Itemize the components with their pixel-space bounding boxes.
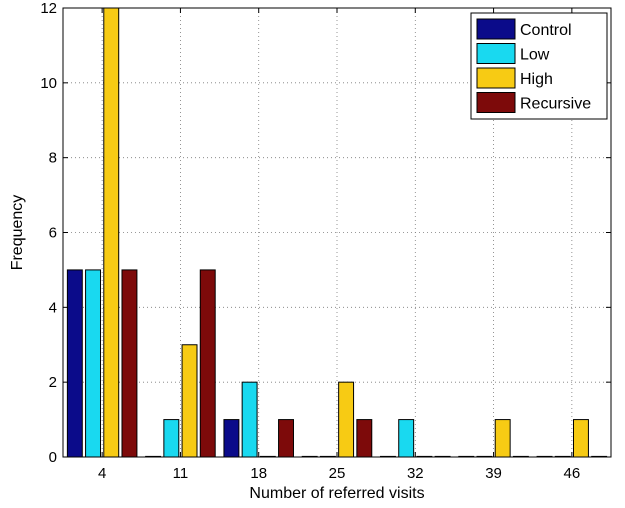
bar-high-39 bbox=[494, 419, 511, 458]
legend-swatch-low bbox=[476, 43, 516, 64]
y-axis-label: Frequency bbox=[9, 195, 26, 271]
x-tick-label: 25 bbox=[329, 465, 346, 482]
bar-recursive-25 bbox=[356, 419, 373, 458]
x-axis-label: Number of referred visits bbox=[249, 485, 424, 502]
y-tick-label: 6 bbox=[49, 225, 57, 242]
legend-label-low: Low bbox=[520, 47, 550, 64]
bar-recursive-4 bbox=[121, 269, 138, 458]
bar-recursive-18 bbox=[278, 419, 294, 458]
y-tick-label: 0 bbox=[49, 449, 57, 466]
y-tick-label: 10 bbox=[40, 75, 57, 92]
bar-recursive-11 bbox=[199, 269, 216, 458]
x-tick-label: 11 bbox=[173, 465, 189, 482]
bar-high-46 bbox=[572, 419, 589, 458]
bar-low-18 bbox=[241, 381, 258, 458]
x-tick-label: 39 bbox=[485, 465, 502, 482]
bar-high-11 bbox=[181, 344, 198, 458]
bar-control-18 bbox=[223, 419, 240, 458]
bar-low-11 bbox=[163, 419, 180, 458]
legend-label-control: Control bbox=[520, 22, 572, 39]
bar-high-25 bbox=[338, 381, 355, 458]
x-tick-label: 32 bbox=[407, 465, 424, 482]
bar-low-4 bbox=[85, 269, 102, 458]
legend-label-recursive: Recursive bbox=[520, 96, 591, 113]
bar-low-32 bbox=[398, 419, 415, 458]
y-tick-label: 12 bbox=[40, 0, 57, 17]
legend-label-high: High bbox=[520, 71, 553, 88]
legend-swatch-recursive bbox=[476, 92, 516, 113]
legend-swatch-control bbox=[476, 18, 516, 40]
x-tick-label: 18 bbox=[250, 465, 267, 482]
x-tick-label: 46 bbox=[564, 465, 581, 482]
x-tick-label: 4 bbox=[98, 465, 106, 482]
legend-swatch-high bbox=[476, 67, 516, 89]
legend: Control Low High Recursive bbox=[470, 12, 608, 120]
y-tick-label: 8 bbox=[49, 150, 57, 167]
y-tick-label: 4 bbox=[49, 299, 57, 316]
y-tick-label: 2 bbox=[49, 374, 57, 391]
bar-high-4 bbox=[103, 7, 120, 458]
bar-control-4 bbox=[66, 269, 83, 458]
grid-lines bbox=[63, 8, 611, 457]
